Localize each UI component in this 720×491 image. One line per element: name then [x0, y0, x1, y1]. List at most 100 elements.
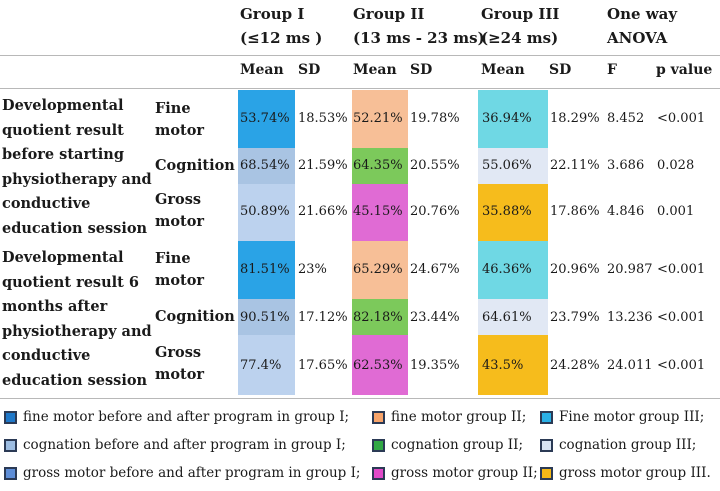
cell-mean2: 65.29%	[353, 262, 403, 277]
cell-mean3: 64.61%	[482, 310, 532, 325]
legend-item: fine motor before and after program in g…	[4, 409, 349, 425]
fill-g1-fine-after	[238, 241, 295, 299]
section-after-label: Developmental quotient result 6 months a…	[2, 249, 152, 389]
cell-p: 0.001	[657, 204, 695, 219]
measure-fine-after: Fine motor	[155, 250, 205, 289]
cell-mean1: 50.89%	[240, 204, 290, 219]
cell-mean3: 46.36%	[482, 262, 532, 277]
cell-sd2: 20.76%	[410, 204, 460, 219]
legend-row-fine: fine motor before and after program in g…	[0, 406, 720, 430]
cell-p: <0.001	[657, 262, 706, 277]
fill-g2-cognition-after	[352, 299, 408, 335]
fill-g2-cognition-before	[352, 148, 408, 184]
p-header: p value	[656, 62, 713, 78]
fill-g3-fine-before	[478, 90, 548, 148]
legend-row-gross: gross motor before and after program in …	[0, 462, 720, 486]
group2-header: Group II (13 ms - 23 ms)	[353, 5, 485, 47]
fill-g3-gross-before	[478, 184, 548, 241]
legend-row-cognition: cognation before and after program in gr…	[0, 434, 720, 458]
legend-item: cognation before and after program in gr…	[4, 437, 346, 453]
cell-p: <0.001	[657, 358, 706, 373]
cell-mean3: 43.5%	[482, 358, 524, 373]
fill-g3-cognition-after	[478, 299, 548, 335]
cell-f: 3.686	[607, 158, 645, 173]
cell-sd3: 22.11%	[550, 158, 600, 173]
fill-g1-fine-before	[238, 90, 295, 148]
legend-item: Fine motor group III;	[540, 409, 704, 425]
legend-item: cognation group II;	[372, 437, 523, 453]
cell-mean3: 36.94%	[482, 111, 532, 126]
cell-mean1: 77.4%	[240, 358, 282, 373]
subheader-divider	[0, 88, 720, 89]
legend-swatch	[540, 467, 553, 480]
cell-mean2: 64.35%	[353, 158, 403, 173]
cell-sd3: 20.96%	[550, 262, 600, 277]
legend-swatch	[372, 467, 385, 480]
cell-f: 24.011	[607, 358, 653, 373]
cell-mean2: 45.15%	[353, 204, 403, 219]
cell-sd2: 24.67%	[410, 262, 460, 277]
cell-sd3: 18.29%	[550, 111, 600, 126]
measure-gross-after: Gross motor	[155, 344, 205, 383]
cell-sd1: 23%	[298, 262, 327, 277]
section-before-label: Developmental quotient result before sta…	[2, 97, 152, 237]
fill-g2-gross-before	[352, 184, 408, 241]
cell-p: <0.001	[657, 310, 706, 325]
cell-mean2: 52.21%	[353, 111, 403, 126]
cell-p: <0.001	[657, 111, 706, 126]
measure-fine-before: Fine motor	[155, 100, 205, 139]
legend-swatch	[4, 439, 17, 452]
cell-sd2: 19.78%	[410, 111, 460, 126]
legend-item: gross motor group III.	[540, 465, 711, 481]
cell-f: 13.236	[607, 310, 653, 325]
cell-mean3: 55.06%	[482, 158, 532, 173]
fill-g1-gross-after	[238, 335, 295, 395]
cell-p: 0.028	[657, 158, 695, 173]
fill-g1-cognition-before	[238, 148, 295, 184]
header-divider	[0, 55, 720, 56]
cell-sd3: 23.79%	[550, 310, 600, 325]
cell-f: 4.846	[607, 204, 645, 219]
cell-sd1: 21.66%	[298, 204, 348, 219]
sd3-header: SD	[549, 62, 572, 78]
cell-mean2: 82.18%	[353, 310, 403, 325]
legend-swatch	[540, 439, 553, 452]
mean2-header: Mean	[353, 62, 397, 78]
mean1-header: Mean	[240, 62, 284, 78]
sd1-header: SD	[298, 62, 321, 78]
fill-g2-fine-before	[352, 90, 408, 148]
measure-cognition-before: Cognition	[155, 157, 235, 174]
cell-mean3: 35.88%	[482, 204, 532, 219]
legend-swatch	[372, 411, 385, 424]
mean3-header: Mean	[481, 62, 525, 78]
fill-g3-cognition-before	[478, 148, 548, 184]
fill-g2-gross-after	[352, 335, 408, 395]
cell-sd1: 21.59%	[298, 158, 348, 173]
measure-gross-before: Gross motor	[155, 191, 205, 230]
legend-item: gross motor before and after program in …	[4, 465, 360, 481]
fill-g1-cognition-after	[238, 299, 295, 335]
cell-sd2: 23.44%	[410, 310, 460, 325]
cell-f: 20.987	[607, 262, 653, 277]
legend-item: gross motor group II;	[372, 465, 538, 481]
legend-item: fine motor group II;	[372, 409, 526, 425]
cell-sd3: 17.86%	[550, 204, 600, 219]
cell-mean1: 81.51%	[240, 262, 290, 277]
legend-swatch	[4, 411, 17, 424]
group3-header: Group III (≥24 ms)	[481, 5, 560, 47]
fill-g3-gross-after	[478, 335, 548, 395]
cell-mean1: 53.74%	[240, 111, 290, 126]
group1-header: Group I (≤12 ms )	[240, 5, 323, 47]
cell-sd2: 19.35%	[410, 358, 460, 373]
measure-cognition-after: Cognition	[155, 308, 235, 325]
f-header: F	[607, 62, 617, 78]
sd2-header: SD	[410, 62, 433, 78]
table-bottom-divider	[0, 398, 720, 399]
cell-mean1: 68.54%	[240, 158, 290, 173]
cell-sd3: 24.28%	[550, 358, 600, 373]
cell-sd1: 17.12%	[298, 310, 348, 325]
legend-swatch	[372, 439, 385, 452]
cell-f: 8.452	[607, 111, 645, 126]
fill-g1-gross-before	[238, 184, 295, 241]
cell-sd1: 17.65%	[298, 358, 348, 373]
